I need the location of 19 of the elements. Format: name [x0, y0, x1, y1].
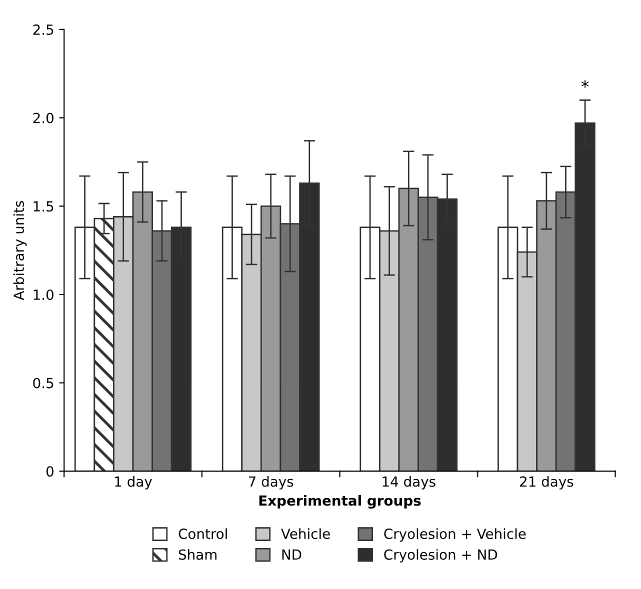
annotation: *	[581, 80, 589, 88]
legend-label: Cryolesion + ND	[384, 549, 498, 563]
legend-label: ND	[282, 550, 302, 560]
x-tick-label: 14 days	[382, 476, 436, 490]
y-axis-title: Arbitrary units	[13, 200, 27, 300]
y-tick-label: 0.5	[33, 378, 54, 388]
y-tick-label: 2.0	[33, 112, 54, 124]
x-tick-label: 1 day	[115, 476, 152, 490]
x-tick-label: 7 days	[248, 476, 294, 490]
y-tick-label: 1.0	[34, 289, 54, 300]
legend-label: Vehicle	[281, 528, 330, 540]
y-tick-label: 2.5	[33, 24, 54, 35]
x-tick-label: 21 days	[520, 476, 574, 490]
legend-label: Control	[178, 528, 227, 540]
legend-label: Sham	[178, 549, 216, 560]
legend-label: Cryolesion + Vehicle	[384, 528, 526, 542]
y-tick-label: 1.5	[34, 201, 54, 212]
y-tick-label: 0	[46, 466, 54, 477]
x-axis-title: Experimental groups	[259, 495, 421, 509]
